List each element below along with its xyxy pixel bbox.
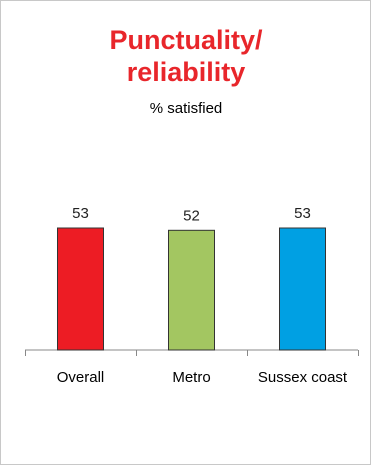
data-label: 52 (183, 207, 200, 224)
bar-overall (57, 227, 104, 351)
bar-metro (168, 229, 215, 351)
x-tick-label: Sussex coast (258, 369, 348, 386)
x-tick-label: Metro (172, 369, 210, 386)
x-tick-label: Overall (57, 369, 105, 386)
data-label: 53 (72, 205, 89, 222)
chart-title-line-2: reliability (126, 57, 246, 87)
chart-title: Punctuality/ reliability (0, 24, 372, 88)
chart-title-line-1: Punctuality/ (109, 25, 263, 55)
bar-sussex-coast (279, 227, 326, 351)
data-label: 53 (294, 205, 311, 222)
chart-subtitle: % satisfied (149, 100, 223, 117)
